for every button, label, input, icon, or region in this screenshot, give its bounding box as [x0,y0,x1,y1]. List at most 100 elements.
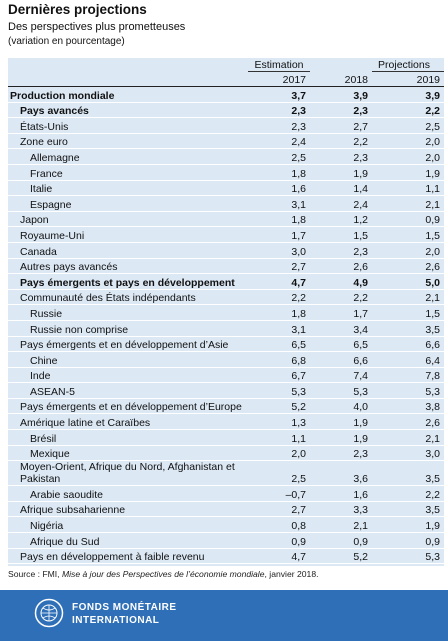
table-row: Chine 6,8 6,6 6,4 [8,351,444,368]
cell-value: 2,0 [372,133,444,150]
row-label: ASEAN-5 [8,382,248,399]
cell-value: 3,0 [248,242,310,259]
row-label: Communauté des États indépendants [8,289,248,306]
cell-value: 5,3 [372,382,444,399]
table-row: Afrique subsaharienne 2,7 3,3 3,5 [8,501,444,518]
group-header: Estimation [248,58,310,72]
source-suffix: , janvier 2018. [264,569,319,579]
cell-value: 1,9 [372,516,444,534]
row-label: Inde [8,367,248,384]
row-label: Russie [8,304,248,321]
unit-note: (variation en pourcentage) [8,36,125,47]
table-row: Royaume-Uni 1,7 1,5 1,5 [8,226,444,243]
row-label: Espagne [8,195,248,212]
cell-value: 2,3 [310,445,372,462]
cell-value: 0,8 [248,516,310,534]
table-row: États-Unis 2,3 2,7 2,5 [8,117,444,134]
row-label: Italie [8,180,248,197]
cell-value: 1,5 [372,304,444,321]
cell-value: 2,7 [310,117,372,134]
row-label: France [8,164,248,181]
cell-value: 2,4 [248,133,310,150]
year-header: 2019 [372,71,444,87]
cell-value: 3,6 [310,460,372,487]
cell-value: 0,9 [372,532,444,549]
cell-value: 1,7 [310,304,372,321]
cell-value: 2,4 [310,195,372,212]
cell-value: 5,3 [310,382,372,399]
table-row: Nigéria 0,8 2,1 1,9 [8,516,444,534]
cell-value: 3,4 [310,320,372,337]
cell-value: 2,7 [248,258,310,275]
row-label: Afrique du Sud [8,532,248,549]
cell-value: 3,0 [372,445,444,462]
cell-value: 2,1 [372,195,444,212]
table-row: Allemagne 2,5 2,3 2,0 [8,148,444,165]
cell-value: 2,7 [248,501,310,518]
cell-value: 2,2 [310,289,372,306]
table-row: Amérique latine et Caraïbes 1,3 1,9 2,6 [8,413,444,431]
cell-value: 0,9 [372,211,444,228]
table-row: Pays en développement à faible revenu 4,7… [8,548,444,565]
row-label: Amérique latine et Caraïbes [8,413,248,431]
title: Dernières projections [8,2,147,17]
source-note: Source : FMI, Mise à jour des Perspectiv… [8,569,319,579]
cell-value: 2,3 [310,102,372,119]
cell-value: 0,9 [310,532,372,549]
cell-value: 1,8 [248,211,310,228]
row-label: États-Unis [8,117,248,134]
cell-value: 2,2 [372,102,444,119]
cell-value: 3,8 [372,398,444,415]
row-label: Russie non comprise [8,320,248,337]
cell-value: 2,6 [372,258,444,275]
cell-value: 2,5 [248,460,310,487]
cell-value: 1,9 [310,413,372,431]
table-row: Japon 1,8 1,2 0,9 [8,211,444,228]
table-row: Zone euro 2,4 2,2 2,0 [8,133,444,150]
cell-value: 2,3 [248,102,310,119]
cell-value: 3,1 [248,320,310,337]
cell-value: 3,3 [310,501,372,518]
cell-value: 6,8 [248,351,310,368]
subtitle: Des perspectives plus prometteuses [8,21,186,33]
table-row: Pays émergents et en développement d’Asi… [8,336,444,353]
row-label: Moyen-Orient, Afrique du Nord, Afghanist… [8,460,248,487]
header-row: Estimation Projections [8,58,444,72]
row-label: Pays avancés [8,102,248,119]
row-label: Pays émergents et en développement d’Asi… [8,336,248,353]
cell-value: 3,5 [372,320,444,337]
cell-value: 4,7 [248,273,310,290]
cell-value: 2,3 [310,242,372,259]
table-row: Brésil 1,1 1,9 2,1 [8,429,444,446]
row-label: Pays émergents et pays en développement [8,273,248,290]
table-row: Inde 6,7 7,4 7,8 [8,367,444,384]
cell-value: 2,5 [372,117,444,134]
cell-value: 2,1 [372,429,444,446]
table-panel: Estimation Projections 2017 2018 2019 Pr… [8,58,444,566]
table-row: Pays émergents et en développement d’Eur… [8,398,444,415]
cell-value: 4,9 [310,273,372,290]
row-label: Afrique subsaharienne [8,501,248,518]
org-name: INTERNATIONAL [72,615,160,626]
cell-value: 7,8 [372,367,444,384]
cell-value: 0,9 [248,532,310,549]
cell-value: 5,2 [248,398,310,415]
cell-value: 5,3 [248,382,310,399]
cell-value: 2,3 [248,117,310,134]
cell-value: –0,7 [248,485,310,502]
cell-value: 1,3 [248,413,310,431]
cell-value: 2,6 [310,258,372,275]
cell-value: 1,8 [248,304,310,321]
cell-value: 6,6 [310,351,372,368]
cell-value: 6,4 [372,351,444,368]
cell-value: 3,1 [248,195,310,212]
cell-value: 6,5 [310,336,372,353]
cell-value: 1,6 [310,485,372,502]
cell-value: 1,4 [310,180,372,197]
cell-value: 5,3 [372,548,444,565]
row-label: Allemagne [8,148,248,165]
row-label: Autres pays avancés [8,258,248,275]
cell-value: 3,7 [248,86,310,103]
cell-value: 5,2 [310,548,372,565]
